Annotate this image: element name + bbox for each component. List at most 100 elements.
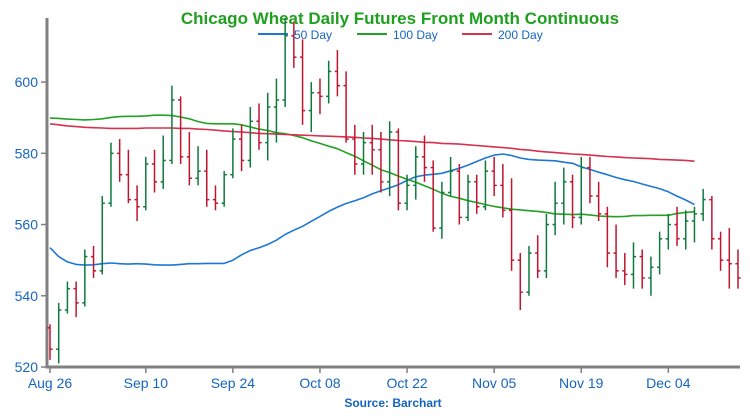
ohlc-bar [369, 124, 375, 175]
ohlc-bar [195, 146, 201, 186]
chart-title: Chicago Wheat Daily Futures Front Month … [181, 9, 619, 28]
ohlc-bar [308, 82, 314, 132]
x-tick-label: Nov 19 [559, 375, 604, 391]
legend-label: 100 Day [393, 28, 438, 42]
ohlc-bar [230, 128, 236, 179]
y-tick-label: 520 [15, 359, 39, 375]
ohlc-bar [587, 156, 593, 204]
ohlc-bar [683, 210, 689, 250]
ohlc-bar [439, 181, 445, 239]
ohlc-bar [526, 245, 532, 296]
x-tick-label: Aug 26 [28, 375, 73, 391]
ohlc-bar [569, 174, 576, 229]
ohlc-bar [360, 131, 367, 175]
ohlc-bar [169, 85, 175, 165]
ohlc-bar [256, 103, 262, 150]
ohlc-bar [482, 160, 489, 211]
ohlc-bar [630, 242, 637, 289]
ohlc-bar [238, 124, 245, 172]
ohlc-bar [160, 135, 166, 189]
y-axis: 520 540 560 580 600 [15, 18, 49, 375]
legend-label: 200 Day [498, 28, 543, 42]
ohlc-bar [56, 302, 62, 364]
y-tick-label: 580 [15, 145, 39, 161]
ohlc-bar [117, 139, 123, 182]
ohlc-bar [456, 164, 462, 225]
x-tick-label: Dec 04 [646, 375, 691, 391]
x-tick-label: Nov 05 [472, 375, 517, 391]
ohlc-bar [474, 174, 480, 214]
ohlc-bar [622, 253, 628, 286]
ohlc-bar [700, 188, 706, 221]
ohlc-bar [221, 171, 227, 207]
ohlc-bar [648, 256, 654, 296]
ohlc-bar [639, 249, 645, 289]
ohlc-bar [448, 156, 454, 197]
y-tick-label: 560 [15, 217, 39, 233]
source-label: Source: Barchart [344, 396, 441, 410]
ohlc-bar [125, 149, 131, 204]
ohlc-bar [64, 281, 71, 314]
ohlc-bar [508, 178, 515, 271]
ohlc-bar [395, 128, 401, 211]
ohlc-bar [82, 249, 88, 307]
ohlc-bar [291, 21, 297, 68]
ohlc-bar [604, 206, 610, 268]
ohlc-bar [657, 231, 663, 275]
y-tick-label: 540 [15, 288, 39, 304]
ohlc-bar [387, 121, 393, 197]
ohlc-bar [343, 71, 349, 143]
ohlc-bar [134, 185, 140, 221]
ohlc-bar [430, 160, 436, 232]
ohlc-bar [212, 185, 219, 211]
ohlc-bar [73, 281, 79, 318]
ohlc-bar [535, 235, 541, 278]
ma-line-ma50 [49, 153, 695, 266]
ohlc-bar [613, 224, 619, 278]
ohlc-bar [378, 131, 384, 193]
legend-label: 50 Day [294, 28, 332, 42]
ohlc-bar [151, 149, 158, 193]
ohlc-bar [465, 174, 471, 221]
ohlc-bar [273, 78, 280, 143]
ohlc-bar [578, 156, 584, 225]
ohlc-bar [717, 231, 724, 271]
x-tick-label: Oct 22 [386, 375, 427, 391]
ohlc-bar [186, 131, 192, 186]
ohlc-bar [491, 156, 497, 197]
legend: 50 Day 100 Day 200 Day [258, 28, 543, 42]
ohlc-bar [552, 181, 558, 236]
ohlc-bar [317, 78, 323, 115]
ohlc-bar [665, 213, 671, 250]
x-tick-label: Oct 08 [299, 375, 340, 391]
ohlc-bar [543, 213, 550, 278]
ohlc-bar [265, 92, 271, 161]
ohlc-bar [500, 164, 506, 218]
ohlc-bar [108, 142, 114, 207]
ohlc-bar [517, 253, 523, 311]
ohlc-bar [596, 181, 602, 221]
ohlc-bar [204, 149, 210, 207]
ohlc-bar [413, 146, 419, 200]
y-tick-label: 600 [15, 74, 39, 90]
ohlc-bar [99, 196, 105, 275]
ohlc-bar [691, 206, 698, 243]
x-tick-label: Sep 24 [211, 375, 256, 391]
ohlc-bar [334, 50, 340, 97]
ohlc-bar [735, 249, 741, 289]
ohlc-bar [299, 39, 306, 125]
ohlc-bar [709, 196, 715, 250]
ohlc-bar [726, 228, 732, 289]
ohlc-bar [674, 206, 680, 246]
ohlc-bar [47, 324, 53, 360]
ohlc-bar [247, 107, 253, 168]
ohlc-bar [178, 96, 184, 165]
ohlc-bar [90, 245, 97, 278]
price-bars [47, 18, 741, 364]
x-tick-label: Sep 10 [124, 375, 169, 391]
ohlc-bar [143, 156, 149, 211]
ohlc-bar [282, 18, 288, 108]
ohlc-bar [561, 167, 567, 225]
ohlc-bar [352, 124, 358, 175]
